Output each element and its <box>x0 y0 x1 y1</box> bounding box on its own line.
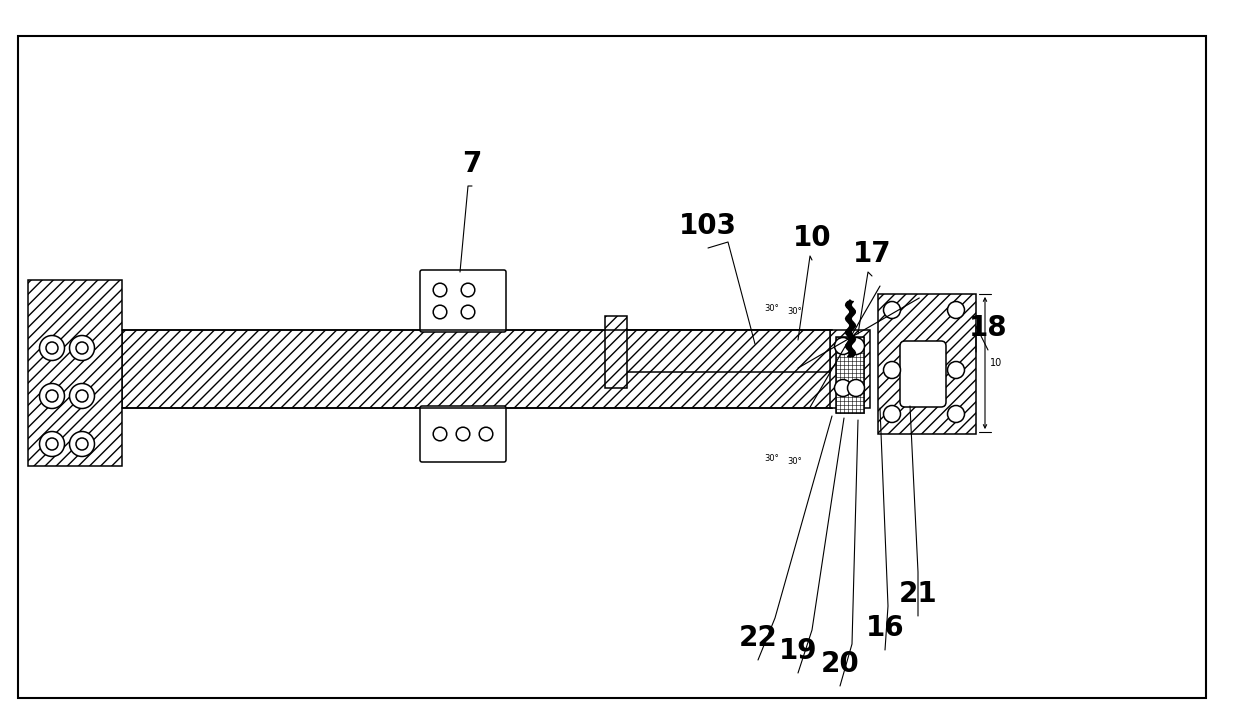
Bar <box>878 294 976 434</box>
Circle shape <box>883 405 900 422</box>
Circle shape <box>40 384 64 409</box>
Text: 30°: 30° <box>765 304 780 312</box>
Circle shape <box>456 427 470 441</box>
Text: 10: 10 <box>990 358 1002 368</box>
Text: 17: 17 <box>853 240 892 268</box>
Circle shape <box>835 379 852 397</box>
Text: 16: 16 <box>866 614 904 642</box>
Bar <box>836 337 864 413</box>
Circle shape <box>433 427 446 441</box>
Circle shape <box>479 427 492 441</box>
Circle shape <box>69 336 94 360</box>
Text: 20: 20 <box>821 650 859 678</box>
Circle shape <box>69 432 94 457</box>
Circle shape <box>461 284 475 297</box>
Circle shape <box>433 284 446 297</box>
Bar <box>830 330 870 408</box>
Circle shape <box>46 438 58 450</box>
Circle shape <box>461 305 475 319</box>
Text: 10: 10 <box>792 224 831 252</box>
Bar <box>605 316 627 388</box>
Circle shape <box>883 301 900 319</box>
Text: 18: 18 <box>968 314 1007 342</box>
Text: 7: 7 <box>463 150 481 178</box>
Text: 21: 21 <box>899 580 937 608</box>
Circle shape <box>40 432 64 457</box>
Circle shape <box>76 390 88 402</box>
Bar <box>622 330 830 372</box>
Text: 30°: 30° <box>765 453 780 463</box>
Text: 103: 103 <box>680 212 737 240</box>
Circle shape <box>883 362 900 379</box>
FancyBboxPatch shape <box>420 406 506 462</box>
Circle shape <box>847 337 864 354</box>
Circle shape <box>76 342 88 354</box>
Circle shape <box>46 390 58 402</box>
Circle shape <box>947 362 965 379</box>
FancyBboxPatch shape <box>420 270 506 332</box>
Circle shape <box>76 438 88 450</box>
Circle shape <box>433 305 446 319</box>
Text: 22: 22 <box>739 624 777 652</box>
FancyBboxPatch shape <box>900 341 946 407</box>
Text: 30°: 30° <box>787 457 802 465</box>
Text: 30°: 30° <box>787 306 802 316</box>
Circle shape <box>69 384 94 409</box>
Text: 19: 19 <box>779 637 817 665</box>
Circle shape <box>46 342 58 354</box>
Bar <box>122 330 832 408</box>
Circle shape <box>947 405 965 422</box>
Circle shape <box>847 379 864 397</box>
Circle shape <box>40 336 64 360</box>
Circle shape <box>947 301 965 319</box>
Circle shape <box>835 337 852 354</box>
Bar <box>29 280 122 466</box>
